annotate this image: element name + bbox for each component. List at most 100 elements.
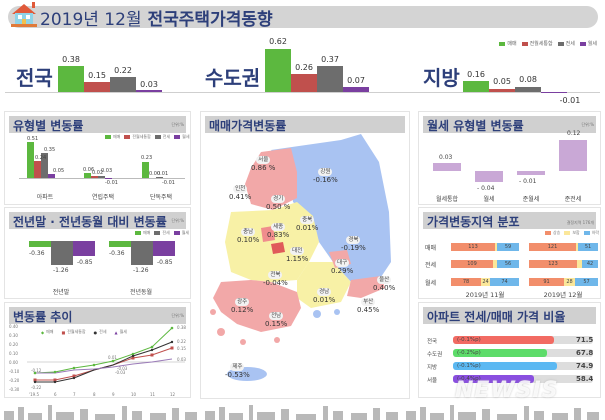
- region-name: 서울: [256, 156, 271, 164]
- region-name: 전남: [269, 312, 284, 320]
- title-date: 2019년 12월: [40, 10, 142, 30]
- bar-provinces-sale: [463, 81, 489, 92]
- map-region-ulsan: 울산 0.40%: [373, 275, 395, 292]
- region-value: -0.53%: [225, 371, 250, 379]
- legend-monthly: 월세: [587, 41, 597, 47]
- label-monthly-end: 0.03: [177, 357, 186, 362]
- bar-capital-sale: [265, 49, 291, 92]
- region-value: -0.19%: [341, 244, 366, 252]
- bar-yoy-jeonse: [131, 241, 153, 265]
- value-row-monthly: -0.01: [105, 180, 118, 186]
- value-apt-jeonse: 0.35: [44, 147, 56, 153]
- value-semi-monthly: - 0.01: [519, 178, 537, 185]
- region-name: 충북: [300, 216, 315, 224]
- bar-provinces-monthly: [541, 92, 567, 93]
- y-tick: 0.20: [9, 342, 18, 347]
- panel-title: 전년말 · 전년동월 대비 변동률: [13, 215, 167, 229]
- map-region-gyeongbuk: 경북 -0.19%: [341, 235, 366, 252]
- value-yoy-monthly: -0.85: [157, 259, 173, 266]
- value-national-sale: 0.38: [62, 55, 80, 64]
- label-sep-jeonse: -0.03: [115, 370, 126, 375]
- row-label-monthly: 월세: [425, 280, 437, 287]
- ratio-bar-seoul: [453, 375, 534, 383]
- y-tick: 0.40: [9, 324, 18, 329]
- value-national-jeonse: 0.22: [114, 66, 132, 75]
- bar-yoy-sale: [109, 241, 131, 247]
- ratio-bar-provinces: [453, 362, 557, 370]
- y-tick: -0.20: [9, 378, 20, 383]
- type-legend: 매매 전월세통합 전세 월세: [105, 134, 190, 140]
- category-detached: 단독주택: [149, 194, 173, 201]
- legend-monthly: 월세: [119, 329, 127, 334]
- monthly-rent-panel: 월세 유형별 변동률 단위:% 0.03 - 0.04 - 0.01 0.12 …: [418, 111, 601, 205]
- map-region-daegu: 대구 0.29%: [331, 258, 353, 275]
- dec-sale-flat: [576, 243, 578, 251]
- map-region-gyeonggi: 경기 0.50 %: [266, 194, 290, 211]
- unit-label: 결정지역 176개: [566, 220, 594, 225]
- region-value: 0.41%: [229, 193, 252, 201]
- ratio-row-label: 수도권: [427, 352, 443, 358]
- value-monthly-combined: 0.03: [439, 154, 453, 161]
- region-value: 0.45%: [357, 306, 380, 314]
- y-tick: 0.30: [9, 333, 18, 338]
- bar-semi-monthly: [517, 171, 545, 175]
- region-value: 0.29%: [331, 267, 354, 275]
- trend-legend: ◆ 매매 ■ 전월세통합 ● 전세 ▲ 월세: [41, 329, 127, 335]
- legend-jeonse: 전세: [162, 134, 171, 139]
- period-nov: 2019년 11월: [465, 291, 505, 299]
- ratio-change: (-0.1%p): [457, 337, 481, 343]
- panel-header: 가격변동지역 분포: [423, 212, 596, 229]
- region-name: 대구: [335, 259, 350, 267]
- region-value: 0.40%: [373, 284, 396, 292]
- value-capital-combined: 0.26: [295, 63, 313, 72]
- region-value: -0.16%: [313, 176, 338, 184]
- bar-row-combined: [91, 176, 98, 178]
- dec-monthly-fall: 57: [575, 278, 598, 286]
- legend-jeonse: 전세: [565, 41, 575, 47]
- region-name: 충남: [241, 228, 256, 236]
- yoy-legend: 매매 전세 월세: [135, 230, 189, 236]
- region-name: 울산: [377, 276, 392, 284]
- panel-title: 월세 유형별 변동률: [427, 119, 524, 133]
- bar-semi-jeonse: [559, 140, 587, 171]
- region-name: 광주: [235, 298, 250, 306]
- dec-sale-rise: 121: [529, 243, 576, 251]
- nov-sale-fall: 59: [497, 243, 519, 251]
- legend-sale: 매매: [113, 134, 121, 139]
- value-provinces-sale: 0.16: [467, 70, 485, 79]
- region-name: 부산: [361, 298, 376, 306]
- map-region-jeonbuk: 전북 -0.04%: [263, 270, 288, 287]
- bar-monthly-combined: [433, 163, 461, 171]
- category-yearend: 전년말: [52, 289, 70, 296]
- ratio-row-label: 서울: [427, 378, 438, 384]
- watermark: NEWSIS: [455, 378, 559, 403]
- period-dec: 2019년 12월: [543, 291, 583, 299]
- unit-label: 단위:%: [171, 313, 184, 318]
- map-region-daejeon: 대전 1.15%: [286, 246, 308, 263]
- bar-monthly: [475, 171, 503, 182]
- bar-yearend-monthly: [73, 241, 95, 256]
- label-sep-combined: -0.03: [117, 366, 128, 371]
- value-provinces-combined: 0.05: [493, 77, 511, 86]
- legend-jeonse: 전세: [99, 329, 107, 334]
- x-tick: 7: [73, 392, 76, 397]
- value-yoy-sale: -0.36: [109, 250, 125, 257]
- region-value: 0.10%: [237, 236, 260, 244]
- bar-apt-jeonse: [41, 153, 48, 178]
- panel-title: 매매가격변동률: [209, 119, 287, 133]
- y-tick: -0.10: [9, 369, 20, 374]
- map-region-chungnam: 충남 0.10%: [237, 227, 259, 244]
- panel-title: 가격변동지역 분포: [427, 215, 520, 229]
- type-change-panel: 유형별 변동률 단위:% 매매 전월세통합 전세 월세 0.51 0.24 0.…: [4, 111, 191, 205]
- value-detached-sale: 0.23: [141, 155, 153, 161]
- dec-jeonse-flat: [577, 260, 582, 268]
- legend-jeonse: 전세: [162, 230, 170, 235]
- x-tick: 9: [112, 392, 115, 397]
- region-value: 0.12%: [231, 306, 254, 314]
- category-yoy: 전년동월: [129, 289, 153, 296]
- panel-header: 아파트 전세/매매 가격 비율: [423, 307, 596, 324]
- legend-rise: 상승: [553, 230, 561, 235]
- bar-provinces-jeonse: [515, 87, 541, 92]
- map-panel: 매매가격변동률 서울 0.86 % 인천 0.41% 경기 0.50 % 강원 -0.1…: [200, 111, 410, 399]
- legend-sale: 매매: [507, 41, 517, 47]
